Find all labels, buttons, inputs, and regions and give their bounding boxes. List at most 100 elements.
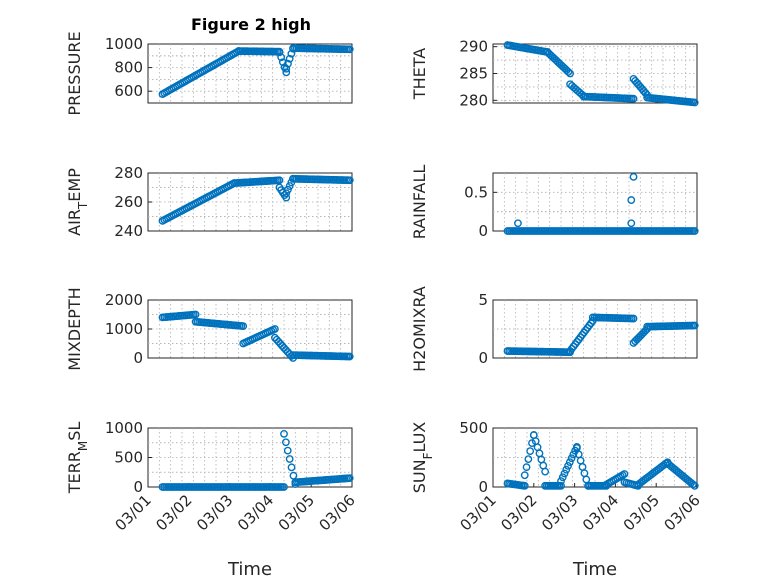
data-point bbox=[275, 176, 284, 185]
subplot-h2omixra: 0 5 H2OMIXRA bbox=[410, 286, 699, 372]
y-tick-label: 260 bbox=[114, 193, 143, 211]
data-point bbox=[690, 227, 699, 235]
data-point bbox=[287, 463, 296, 472]
data-point bbox=[285, 455, 294, 463]
data-point bbox=[280, 483, 288, 491]
data-point bbox=[526, 447, 535, 456]
x-axis-label: Time bbox=[227, 559, 272, 580]
data-point bbox=[541, 467, 550, 476]
y-axis-label: PRESSURE bbox=[65, 31, 84, 115]
x-tick-label: 03/04 bbox=[234, 491, 277, 534]
data-point bbox=[277, 53, 286, 62]
data-point bbox=[689, 480, 697, 489]
figure-title: Figure 2 high bbox=[191, 15, 311, 34]
data-series bbox=[503, 172, 699, 235]
data-point bbox=[627, 219, 636, 228]
data-point bbox=[283, 446, 292, 455]
y-tick-label: 5 bbox=[478, 291, 488, 309]
data-point bbox=[690, 481, 699, 490]
x-tick-label: 03/05 bbox=[275, 491, 318, 534]
data-point bbox=[345, 45, 354, 54]
y-tick-label: 280 bbox=[114, 164, 143, 182]
x-tick-label: 03/02 bbox=[497, 491, 540, 534]
x-tick-label: 03/05 bbox=[620, 491, 663, 534]
x-tick-label: 03/02 bbox=[152, 491, 195, 534]
data-point bbox=[275, 48, 284, 57]
subplot-grid: 600 800 1000 PRESSURE 280 285 290 THETA 240 260 28… bbox=[65, 31, 704, 580]
y-tick-label: 500 bbox=[114, 449, 143, 467]
y-tick-label: 280 bbox=[459, 91, 488, 109]
data-point bbox=[285, 182, 294, 190]
data-point bbox=[569, 450, 578, 459]
y-axis-label: RAINFALL bbox=[410, 165, 429, 240]
data-point bbox=[565, 458, 574, 466]
data-point bbox=[620, 470, 629, 478]
data-point bbox=[558, 473, 567, 482]
data-point bbox=[690, 321, 699, 330]
y-tick-label: 1000 bbox=[105, 320, 143, 338]
y-tick-label: 800 bbox=[114, 59, 143, 77]
y-tick-label: 0.5 bbox=[464, 183, 488, 201]
data-point bbox=[282, 64, 291, 73]
data-point bbox=[345, 176, 354, 185]
data-point bbox=[282, 189, 291, 198]
data-point bbox=[520, 481, 529, 490]
y-axis-label: TERRMSL bbox=[65, 422, 90, 495]
data-series bbox=[503, 313, 699, 357]
subplot-air_temp: 240 260 280 AIRTEMP bbox=[65, 164, 354, 240]
data-point bbox=[284, 185, 292, 194]
y-tick-label: 600 bbox=[114, 82, 143, 100]
subplot-pressure: 600 800 1000 PRESSURE bbox=[65, 31, 354, 116]
subplot-sun_flux: 0 500 SUNFLUX 03/0103/0203/0303/0403/0503/0… bbox=[410, 419, 704, 580]
data-point bbox=[522, 463, 531, 472]
data-point bbox=[282, 68, 291, 77]
data-point bbox=[629, 314, 638, 323]
data-point bbox=[191, 310, 200, 319]
data-point bbox=[282, 193, 291, 202]
data-point bbox=[524, 455, 533, 464]
subplot-rainfall: 0 0.5 RAINFALL bbox=[410, 165, 699, 240]
data-point bbox=[567, 454, 576, 463]
y-axis-label: MIXDEPTH bbox=[65, 287, 84, 370]
x-tick-label: 03/06 bbox=[661, 491, 704, 534]
data-point bbox=[520, 471, 529, 480]
data-series bbox=[158, 174, 354, 225]
data-point bbox=[690, 98, 699, 107]
y-tick-label: 0 bbox=[478, 478, 488, 496]
data-series bbox=[158, 310, 354, 362]
data-point bbox=[629, 94, 638, 103]
data-point bbox=[528, 439, 536, 448]
data-point bbox=[557, 477, 565, 485]
data-point bbox=[284, 59, 292, 68]
data-point bbox=[564, 67, 573, 76]
data-point bbox=[560, 469, 569, 478]
data-point bbox=[562, 465, 571, 474]
data-point bbox=[627, 196, 636, 204]
data-point bbox=[271, 325, 279, 333]
y-tick-label: 0 bbox=[478, 222, 488, 240]
x-tick-label: 03/06 bbox=[316, 491, 359, 534]
y-tick-label: 0 bbox=[133, 478, 143, 496]
data-point bbox=[566, 69, 574, 78]
x-tick-label: 03/01 bbox=[457, 491, 500, 534]
x-axis-label: Time bbox=[572, 559, 617, 580]
data-point bbox=[514, 219, 522, 228]
data-point bbox=[345, 474, 354, 483]
x-tick-label: 03/01 bbox=[112, 491, 155, 534]
data-point bbox=[280, 429, 288, 438]
data-point bbox=[239, 322, 248, 330]
y-tick-label: 500 bbox=[459, 419, 488, 437]
data-series bbox=[158, 44, 354, 99]
data-point bbox=[557, 481, 565, 490]
data-point bbox=[285, 54, 294, 63]
x-tick-label: 03/03 bbox=[193, 491, 236, 534]
data-series bbox=[503, 41, 699, 107]
y-tick-label: 1000 bbox=[105, 35, 143, 53]
y-tick-label: 1000 bbox=[105, 419, 143, 437]
y-axis-label: THETA bbox=[410, 48, 429, 100]
y-tick-label: 285 bbox=[459, 65, 488, 83]
y-tick-label: 240 bbox=[114, 222, 143, 240]
data-series bbox=[158, 429, 354, 491]
x-tick-label: 03/04 bbox=[579, 491, 622, 534]
